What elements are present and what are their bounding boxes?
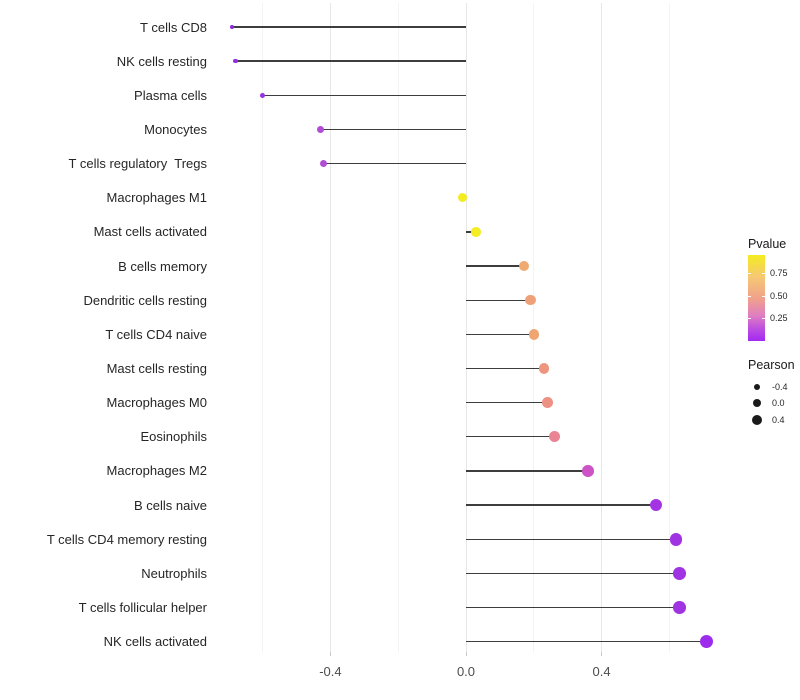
y-axis-label: T cells CD4 naive <box>105 326 207 342</box>
lollipop-stem <box>466 333 534 336</box>
y-axis-label: Plasma cells <box>134 87 207 103</box>
y-axis-label: NK cells activated <box>103 634 207 650</box>
lollipop-stem <box>466 606 680 609</box>
minor-gridline <box>668 3 670 652</box>
pearson-size-dot <box>753 383 761 391</box>
pearson-size-dot <box>752 399 762 408</box>
x-tick-label: 0.4 <box>592 664 611 679</box>
y-axis-label: T cells CD4 memory resting <box>46 531 207 547</box>
pearson-size-label: 0.0 <box>772 398 785 409</box>
lollipop-stem <box>235 60 466 62</box>
pvalue-tick-label: 0.50 <box>770 291 788 301</box>
lollipop-stem <box>232 26 466 28</box>
lollipop-dot <box>582 465 594 477</box>
x-axis-tick <box>601 652 603 656</box>
lollipop-stem <box>323 162 466 165</box>
lollipop-stem <box>466 436 555 438</box>
lollipop-stem <box>466 504 656 506</box>
y-axis-label: Macrophages M0 <box>106 395 207 411</box>
pvalue-legend-title: Pvalue <box>748 237 787 251</box>
pearson-legend-title: Pearson <box>748 358 795 372</box>
lollipop-dot <box>548 431 560 443</box>
x-tick-label: 0.0 <box>456 664 476 679</box>
y-axis-label: Mast cells activated <box>93 224 207 240</box>
lollipop-stem <box>320 128 466 131</box>
y-axis-label: NK cells resting <box>116 53 207 69</box>
gradient-tick <box>748 296 751 297</box>
lollipop-stem <box>466 231 477 233</box>
pearson-size-label: 0.4 <box>772 414 785 425</box>
pearson-size-label: -0.4 <box>772 382 788 392</box>
minor-gridline <box>397 3 399 652</box>
lollipop-stem <box>466 401 548 404</box>
major-gridline <box>465 3 467 652</box>
y-axis-label: T cells CD8 <box>140 19 207 35</box>
y-axis-label: T cells regulatory Tregs <box>68 156 207 172</box>
lollipop-dot <box>471 227 481 237</box>
lollipop-dot <box>538 363 550 374</box>
y-axis-label: Neutrophils <box>141 565 207 581</box>
lollipop-stem <box>466 367 544 370</box>
lollipop-dot <box>525 295 536 306</box>
y-axis-label: B cells memory <box>118 258 207 274</box>
lollipop-stem <box>466 265 524 267</box>
y-axis-label: T cells follicular helper <box>78 600 207 616</box>
x-axis-tick <box>329 652 331 656</box>
lollipop-dot <box>669 532 683 546</box>
lollipop-stem <box>262 94 466 96</box>
x-tick-label: -0.4 <box>319 664 342 679</box>
gradient-tick <box>748 273 751 274</box>
lollipop-dot <box>673 601 686 614</box>
lollipop-dot <box>230 25 234 29</box>
x-axis-tick <box>465 652 467 656</box>
y-axis-label: Eosinophils <box>140 429 208 445</box>
lollipop-dot <box>541 397 553 409</box>
pearson-size-dot <box>752 414 762 425</box>
lollipop-stem <box>466 470 589 472</box>
gradient-tick <box>748 318 751 319</box>
major-gridline <box>329 3 331 652</box>
y-axis-label: B cells naive <box>134 497 207 513</box>
pvalue-tick-label: 0.75 <box>770 268 788 278</box>
y-axis-label: Macrophages M2 <box>106 463 207 479</box>
lollipop-stem <box>466 538 677 540</box>
lollipop-dot <box>673 567 686 580</box>
lollipop-stem <box>466 641 707 643</box>
lollipop-stem <box>466 572 680 575</box>
lollipop-stem <box>466 299 531 301</box>
lollipop-dot <box>233 59 238 64</box>
y-axis-label: Macrophages M1 <box>106 190 207 206</box>
gradient-tick <box>762 318 765 319</box>
y-axis-label: Dendritic cells resting <box>83 292 207 308</box>
y-axis-label: Mast cells resting <box>106 361 207 376</box>
lollipop-dot <box>319 159 328 168</box>
major-gridline <box>601 3 603 652</box>
pvalue-tick-label: 0.25 <box>770 313 788 323</box>
minor-gridline <box>262 3 264 652</box>
minor-gridline <box>533 3 535 652</box>
lollipop-dot <box>528 329 539 340</box>
lollipop-dot <box>316 125 324 134</box>
gradient-tick <box>762 296 765 297</box>
y-axis-label: Monocytes <box>144 121 207 137</box>
lollipop-dot <box>518 260 529 272</box>
lollipop-dot <box>700 635 714 649</box>
lollipop-dot <box>457 193 468 203</box>
lollipop-dot <box>259 92 266 98</box>
gradient-tick <box>762 273 765 274</box>
lollipop-dot <box>649 499 662 512</box>
pvalue-gradient-bar <box>748 255 765 341</box>
